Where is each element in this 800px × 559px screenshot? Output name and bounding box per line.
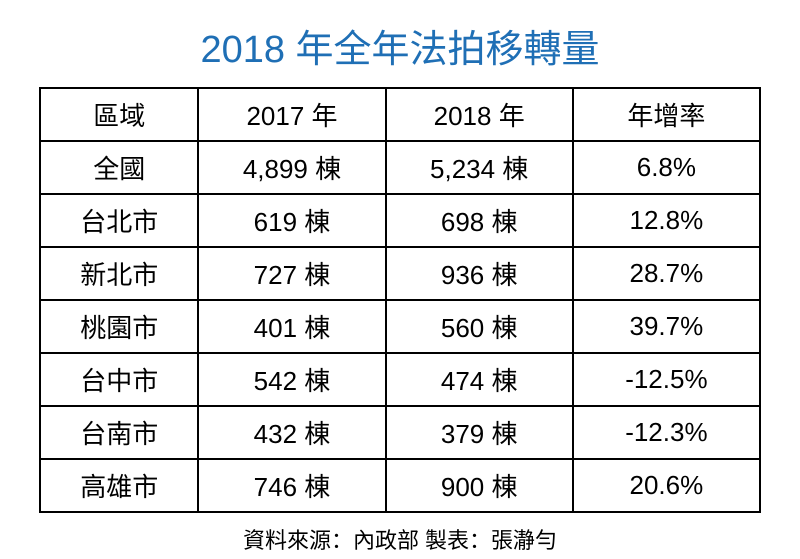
- table-header-row: 區域 2017 年 2018 年 年增率: [40, 88, 760, 141]
- page-title: 2018 年全年法拍移轉量: [200, 18, 599, 73]
- cell-2018: 936 棟: [386, 247, 573, 300]
- cell-2017: 542 棟: [198, 353, 385, 406]
- col-header-2017: 2017 年: [198, 88, 385, 141]
- cell-2018: 698 棟: [386, 194, 573, 247]
- source-footer: 資料來源：內政部 製表：張瀞勻: [243, 523, 557, 555]
- cell-2018: 900 棟: [386, 459, 573, 512]
- cell-2018: 5,234 棟: [386, 141, 573, 194]
- cell-2017: 4,899 棟: [198, 141, 385, 194]
- cell-2017: 746 棟: [198, 459, 385, 512]
- cell-2018: 379 棟: [386, 406, 573, 459]
- cell-rate: 28.7%: [573, 247, 760, 300]
- cell-rate: 6.8%: [573, 141, 760, 194]
- table-row: 台南市 432 棟 379 棟 -12.3%: [40, 406, 760, 459]
- data-table: 區域 2017 年 2018 年 年增率 全國 4,899 棟 5,234 棟 …: [39, 87, 761, 513]
- cell-region: 台中市: [40, 353, 198, 406]
- cell-2017: 432 棟: [198, 406, 385, 459]
- table-body: 全國 4,899 棟 5,234 棟 6.8% 台北市 619 棟 698 棟 …: [40, 141, 760, 512]
- cell-2018: 474 棟: [386, 353, 573, 406]
- cell-2017: 619 棟: [198, 194, 385, 247]
- cell-rate: 12.8%: [573, 194, 760, 247]
- cell-region: 高雄市: [40, 459, 198, 512]
- table-row: 高雄市 746 棟 900 棟 20.6%: [40, 459, 760, 512]
- cell-2018: 560 棟: [386, 300, 573, 353]
- cell-rate: -12.5%: [573, 353, 760, 406]
- cell-region: 桃園市: [40, 300, 198, 353]
- cell-region: 全國: [40, 141, 198, 194]
- table-row: 新北市 727 棟 936 棟 28.7%: [40, 247, 760, 300]
- cell-rate: -12.3%: [573, 406, 760, 459]
- cell-2017: 401 棟: [198, 300, 385, 353]
- col-header-2018: 2018 年: [386, 88, 573, 141]
- cell-region: 台北市: [40, 194, 198, 247]
- cell-rate: 20.6%: [573, 459, 760, 512]
- table-row: 全國 4,899 棟 5,234 棟 6.8%: [40, 141, 760, 194]
- cell-2017: 727 棟: [198, 247, 385, 300]
- cell-region: 新北市: [40, 247, 198, 300]
- table-row: 桃園市 401 棟 560 棟 39.7%: [40, 300, 760, 353]
- cell-rate: 39.7%: [573, 300, 760, 353]
- cell-region: 台南市: [40, 406, 198, 459]
- col-header-rate: 年增率: [573, 88, 760, 141]
- table-row: 台中市 542 棟 474 棟 -12.5%: [40, 353, 760, 406]
- table-row: 台北市 619 棟 698 棟 12.8%: [40, 194, 760, 247]
- col-header-region: 區域: [40, 88, 198, 141]
